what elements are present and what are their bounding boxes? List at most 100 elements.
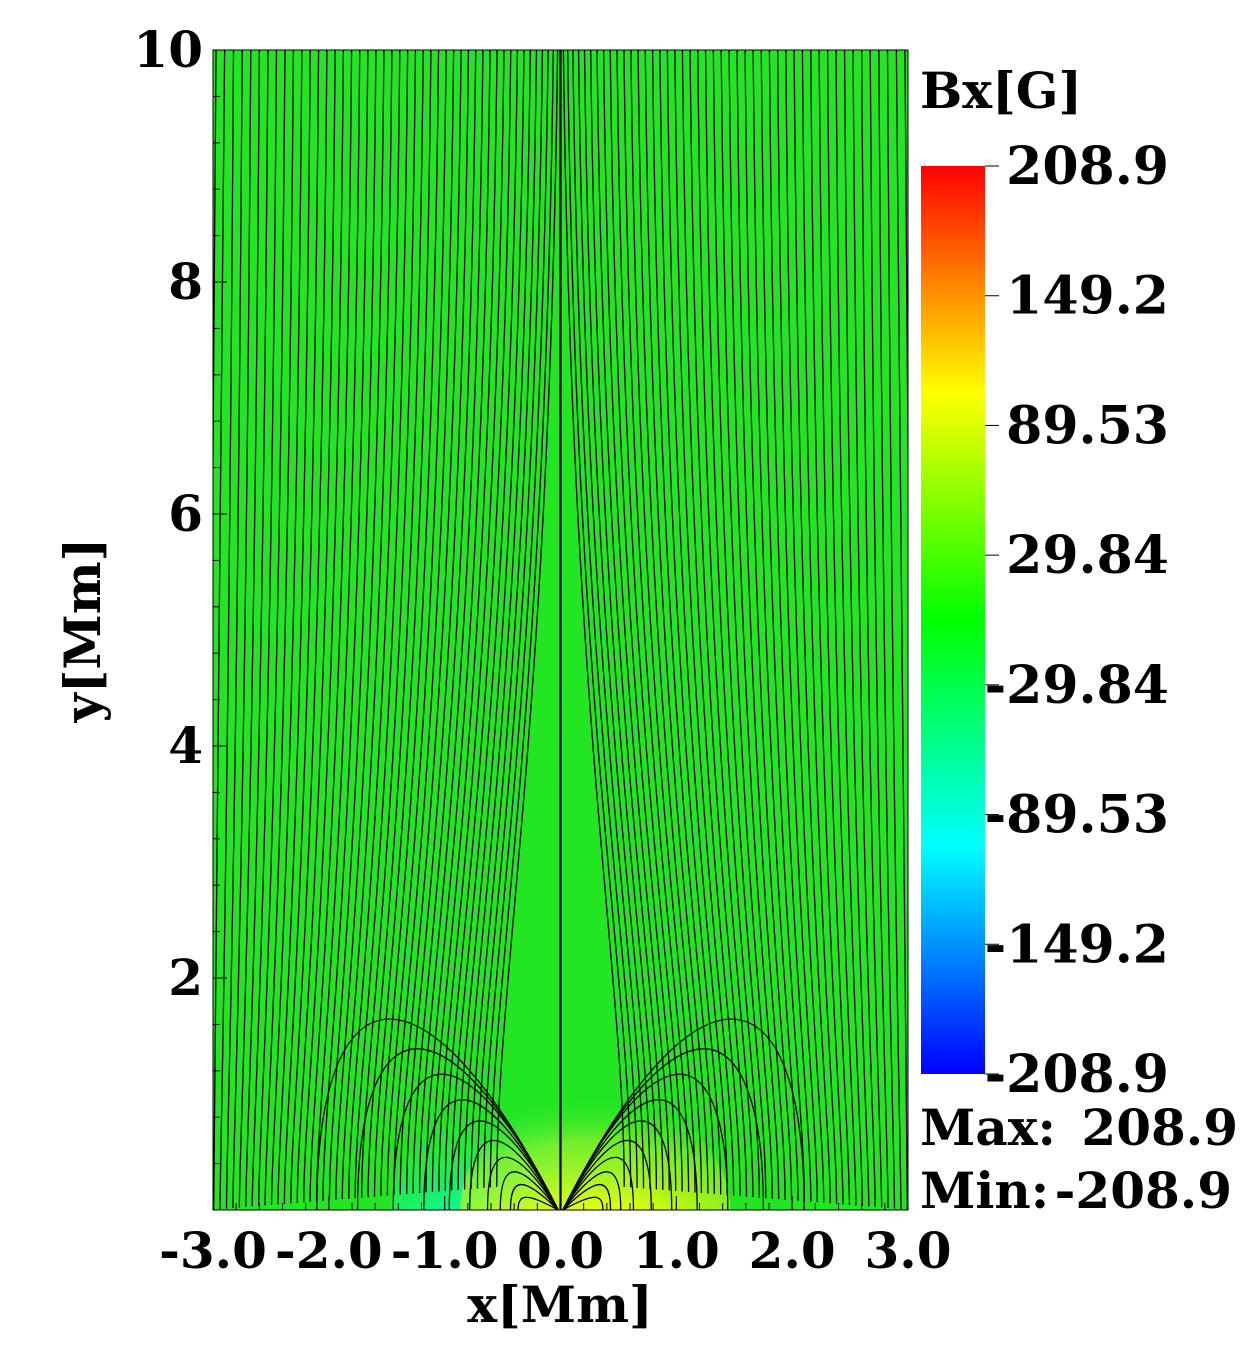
field-line-open (768, 50, 812, 1202)
field-line-open (583, 50, 651, 1189)
y-tick-label: 10 (133, 20, 203, 79)
field-line-open (728, 50, 780, 1200)
field-line-open (406, 50, 470, 1195)
field-line-open (744, 50, 793, 1201)
field-line-open (348, 50, 401, 1199)
field-line-open (476, 50, 544, 1189)
colorbar-tick-label: -208.9 (985, 1044, 1169, 1105)
colorbar: Bx[G] 208.9 149.2 89.53 29.84 -29.84 -89.53 -1… (920, 61, 1169, 1105)
field-line-open (736, 50, 786, 1200)
colorbar-title: Bx[G] (920, 61, 1082, 120)
field-line-open (609, 50, 677, 1191)
field-line-open (810, 50, 844, 1205)
field-line-open (451, 50, 519, 1191)
field-line-open (567, 50, 632, 1188)
field-line-open (644, 50, 709, 1194)
field-line-open (245, 50, 269, 1207)
field-line-open (835, 50, 863, 1206)
field-line-open (651, 50, 715, 1195)
field-line-open (438, 50, 505, 1192)
field-line-open (602, 50, 670, 1191)
colorbar-tick-label: 89.53 (1006, 395, 1169, 456)
field-line-open (776, 50, 818, 1203)
field-line-open (219, 50, 235, 1209)
field-line-open (801, 50, 838, 1204)
y-tick-label: 2 (168, 948, 203, 1007)
field-line-open (270, 50, 303, 1205)
field-line-open (367, 50, 424, 1198)
stats: Max: 208.9 Min: -208.9 (920, 1098, 1238, 1220)
x-axis-ticks: -3.0 -2.0 -1.0 0.0 1.0 2.0 3.0 (159, 1196, 952, 1280)
x-tick-label: 1.0 (633, 1221, 720, 1280)
field-line-open (843, 50, 870, 1207)
field-line-open (328, 50, 377, 1201)
field-line-open (637, 50, 703, 1193)
field-line-open (412, 50, 477, 1194)
field-line-closed (562, 1171, 622, 1210)
field-line-closed (316, 1018, 559, 1210)
field-line-open (785, 50, 825, 1203)
field-line-open (720, 50, 773, 1199)
field-line-open (860, 50, 883, 1208)
field-line-open (623, 50, 690, 1192)
x-tick-label: -3.0 (159, 1221, 267, 1280)
field-line-open (386, 50, 447, 1196)
field-line-open (425, 50, 491, 1193)
field-line-closed (509, 1183, 559, 1210)
x-tick-label: 3.0 (865, 1221, 952, 1280)
field-line-open (303, 50, 345, 1203)
max-label: Max: (920, 1098, 1056, 1157)
field-line-open (869, 50, 889, 1208)
field-line-open (296, 50, 336, 1203)
field-line-open (818, 50, 851, 1205)
field-line-open (886, 50, 902, 1209)
field-line-open (225, 50, 243, 1209)
colorbar-tick-label: -89.53 (985, 785, 1169, 846)
field-line-closed (562, 1156, 635, 1210)
field-line-open (373, 50, 432, 1197)
field-line-open (572, 50, 638, 1188)
field-line-open (659, 50, 722, 1195)
x-tick-label: -2.0 (275, 1221, 383, 1280)
field-line-open (826, 50, 857, 1206)
colorbar-tick-label: 208.9 (1006, 136, 1169, 197)
field-line-open (616, 50, 683, 1192)
x-tick-label: 2.0 (749, 1221, 836, 1280)
field-line-open (335, 50, 385, 1200)
y-axis-label: y[Mm] (53, 538, 112, 724)
field-line-closed (562, 1183, 612, 1210)
field-line-open (238, 50, 261, 1208)
field-lines (213, 50, 908, 1210)
field-line-open (562, 50, 625, 1187)
field-line-open (290, 50, 328, 1204)
field-line-open (752, 50, 799, 1201)
field-line-closed (562, 1196, 604, 1210)
field-line-open (283, 50, 320, 1204)
field-line-open (251, 50, 278, 1207)
y-tick-label: 6 (168, 484, 203, 543)
colorbar-gradient (921, 166, 985, 1074)
colorbar-tick-label: -149.2 (985, 914, 1169, 975)
plot-area (212, 49, 909, 1211)
field-line-closed (517, 1196, 559, 1210)
field-line-open (354, 50, 409, 1199)
colorbar-tick-label: 149.2 (1006, 266, 1169, 327)
field-line-open (232, 50, 252, 1208)
x-tick-label: 0.0 (517, 1221, 604, 1280)
colorbar-ticks: 208.9 149.2 89.53 29.84 -29.84 -89.53 -149.2 -2… (985, 136, 1169, 1105)
colorbar-tick-label: -29.84 (985, 655, 1169, 716)
field-line-open (878, 50, 896, 1209)
field-line-open (315, 50, 361, 1202)
colorbar-tick-label: 29.84 (1006, 525, 1169, 586)
x-axis-label: x[Mm] (467, 1275, 652, 1334)
field-line-open (904, 50, 908, 603)
min-value: -208.9 (1055, 1161, 1232, 1220)
field-line-open (399, 50, 462, 1195)
field-line-closed (499, 1171, 559, 1210)
field-line-open (712, 50, 767, 1199)
y-tick-label: 8 (168, 252, 203, 311)
field-line-open (852, 50, 876, 1207)
field-line-open (258, 50, 286, 1206)
y-tick-label: 4 (168, 716, 203, 775)
